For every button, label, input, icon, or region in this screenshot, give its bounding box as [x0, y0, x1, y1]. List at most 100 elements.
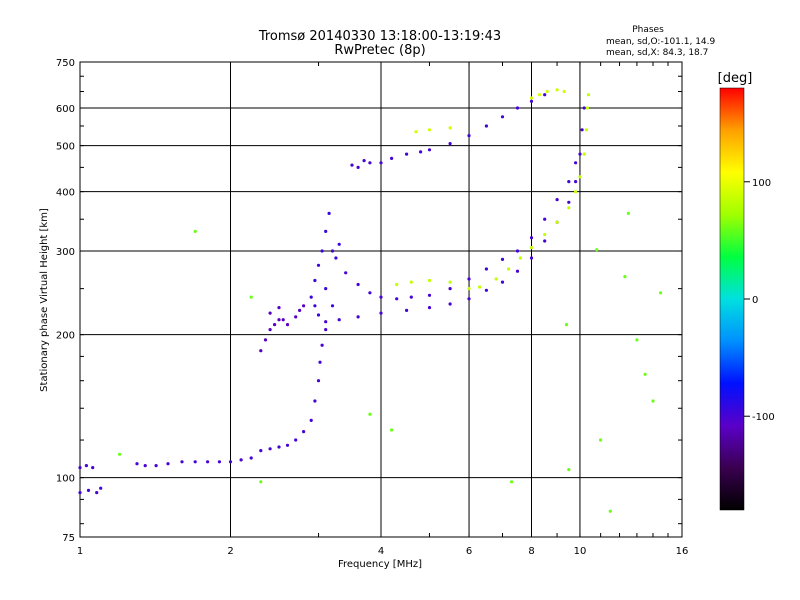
echo-point — [302, 430, 306, 434]
echo-point — [320, 343, 324, 347]
echo-point — [659, 291, 663, 295]
echo-point — [574, 180, 578, 184]
y-tick-label: 200 — [56, 331, 75, 342]
echo-point — [78, 466, 82, 470]
echo-point — [298, 308, 302, 312]
echo-point — [405, 152, 409, 156]
echo-point — [294, 315, 298, 319]
y-tick-label: 75 — [62, 533, 75, 544]
echo-point — [427, 306, 432, 310]
echo-point — [409, 280, 413, 284]
echo-point — [515, 269, 520, 273]
echo-point — [651, 399, 655, 403]
echo-point — [217, 460, 221, 464]
echo-point — [318, 360, 322, 364]
echo-point — [467, 287, 471, 291]
echo-point — [309, 295, 313, 299]
echo-point — [555, 88, 559, 92]
echo-point — [626, 211, 631, 215]
echo-point — [500, 115, 505, 119]
echo-point — [193, 229, 197, 233]
echo-point — [320, 249, 324, 253]
echo-point — [330, 249, 335, 253]
echo-point — [595, 248, 599, 252]
echo-point — [263, 338, 268, 342]
echo-point — [448, 280, 452, 284]
echo-point — [448, 302, 452, 306]
echo-point — [529, 99, 534, 103]
echo-point — [578, 175, 582, 179]
echo-point — [448, 126, 452, 130]
echo-point — [379, 161, 383, 165]
echo-point — [193, 460, 197, 464]
echo-point — [427, 148, 432, 152]
echo-point — [427, 278, 432, 283]
echo-point — [99, 486, 103, 490]
echo-point — [206, 460, 210, 464]
echo-point — [249, 295, 253, 299]
axes: 1 2 4 6 8 10 16 75 100 200 300 400 500 600 750 — [56, 58, 688, 557]
colorbar-ticks: 100 0 -100 — [744, 178, 775, 423]
echo-point — [379, 295, 383, 299]
echo-point — [268, 328, 272, 332]
echo-point — [529, 236, 534, 240]
echo-point — [324, 229, 328, 233]
y-tick-label: 750 — [56, 58, 75, 69]
echo-point — [395, 297, 399, 301]
echo-point — [324, 328, 328, 332]
echo-point — [555, 220, 559, 224]
y-tick-label: 500 — [56, 142, 75, 153]
echo-point — [405, 308, 409, 312]
echo-point — [239, 458, 243, 462]
echo-point — [277, 445, 281, 449]
colorbar — [719, 87, 745, 511]
echo-point — [518, 256, 523, 260]
echo-point — [562, 89, 566, 94]
echo-point — [277, 306, 281, 310]
echo-point — [608, 509, 612, 513]
echo-point — [309, 418, 313, 422]
echo-point — [537, 93, 542, 97]
echo-point — [78, 491, 82, 495]
echo-point — [273, 323, 277, 327]
echo-point — [259, 449, 263, 453]
echo-point — [277, 318, 281, 322]
colorbar-tick-label: 0 — [752, 295, 758, 306]
echo-point — [500, 257, 505, 261]
echo-point — [467, 277, 471, 281]
echo-point — [419, 150, 423, 154]
echo-point — [500, 280, 505, 284]
echo-point — [409, 295, 413, 299]
echo-point — [515, 106, 520, 110]
echo-point — [95, 491, 99, 495]
echo-point — [281, 318, 285, 322]
echo-point — [316, 313, 321, 317]
echo-point — [599, 438, 603, 442]
echo-point — [313, 278, 317, 283]
echo-point — [643, 372, 647, 376]
x-tick-label: 2 — [227, 546, 233, 557]
grid — [80, 62, 682, 537]
echo-point — [515, 249, 520, 253]
y-tick-label: 400 — [56, 188, 75, 199]
echo-point — [327, 211, 331, 215]
echo-point — [582, 106, 586, 110]
echo-point — [294, 438, 298, 442]
echo-point — [574, 190, 578, 194]
echo-point — [285, 443, 290, 447]
echo-point — [543, 239, 547, 243]
echo-point — [356, 165, 360, 169]
echo-point — [543, 93, 547, 97]
echo-point — [484, 288, 488, 292]
y-tick-label: 600 — [56, 104, 75, 115]
echo-point — [379, 311, 383, 315]
echo-point — [259, 349, 263, 353]
echo-point — [362, 159, 366, 163]
echo-point — [143, 464, 147, 468]
echo-point — [484, 267, 488, 271]
echo-point — [368, 291, 372, 295]
echo-point — [135, 462, 139, 466]
echo-point — [507, 267, 511, 271]
echo-point — [543, 217, 547, 221]
echo-point — [578, 152, 582, 156]
